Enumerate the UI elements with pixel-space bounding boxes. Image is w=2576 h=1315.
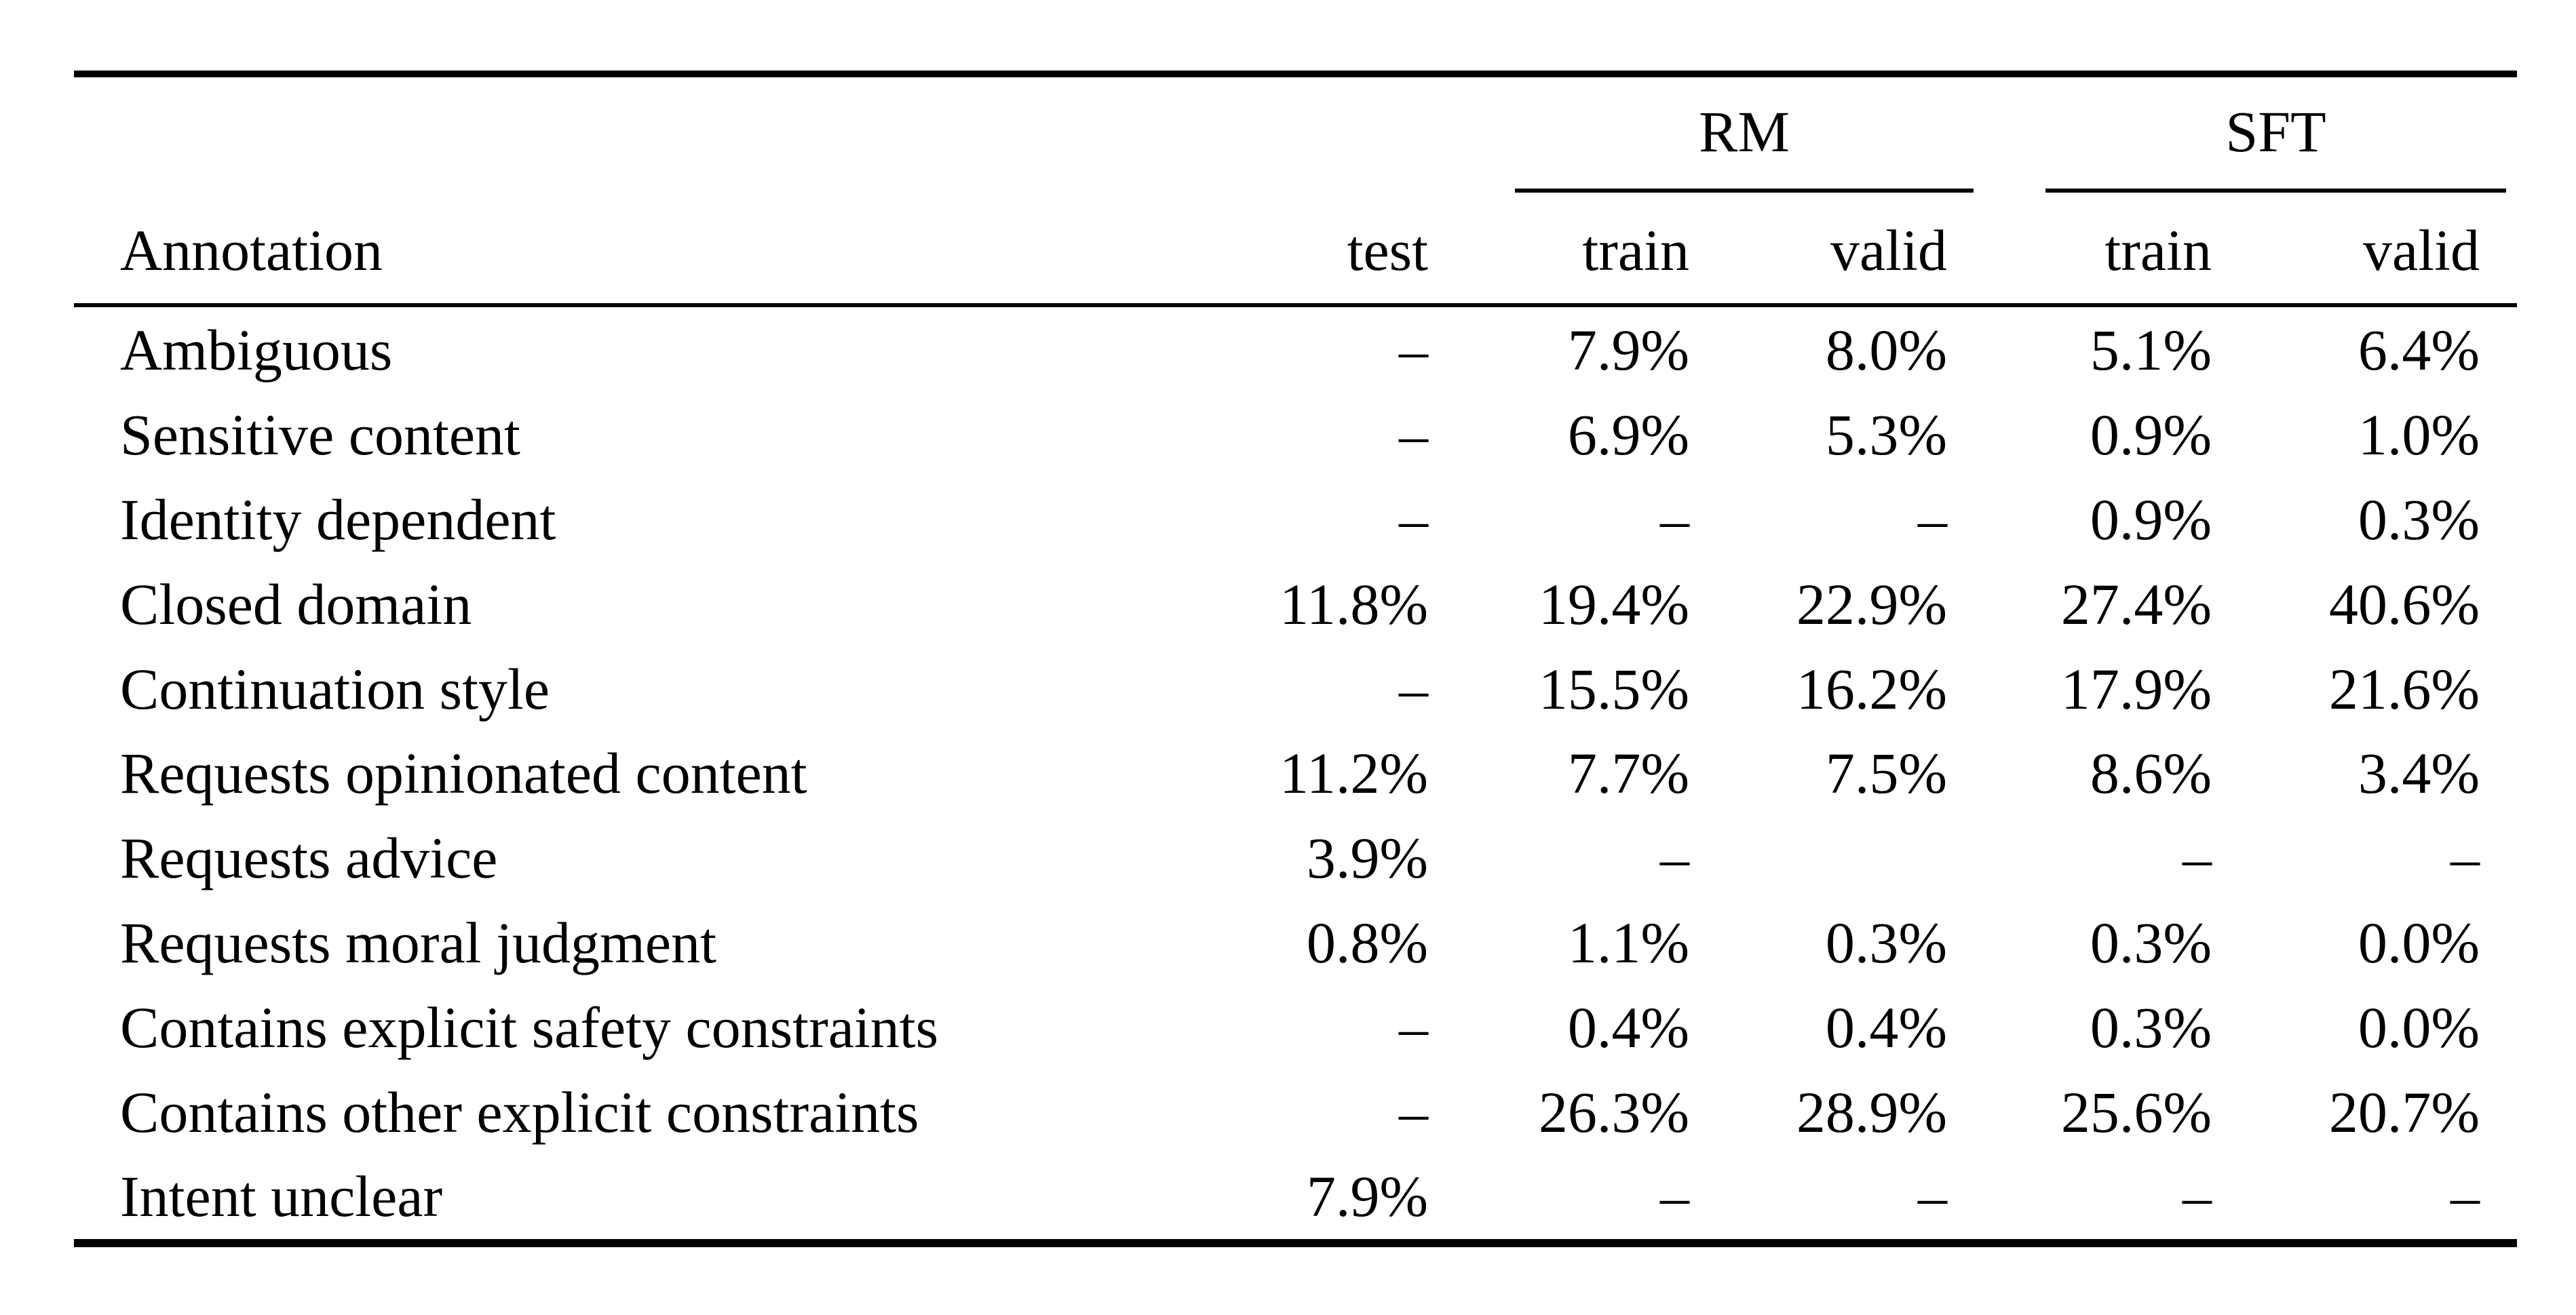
cell-rm-valid <box>1689 816 1947 901</box>
table-row: Contains explicit safety constraints – 0… <box>74 985 2517 1069</box>
group-label-sft: SFT <box>2225 99 2326 164</box>
data-table: RM SFT Annotation test train valid train… <box>74 71 2517 1239</box>
row-label: Contains explicit safety constraints <box>120 994 939 1060</box>
bottom-rule <box>74 1239 2517 1247</box>
col-header-rm-valid: valid <box>1830 218 1947 283</box>
cell-sft-train: 0.9% <box>2090 402 2212 468</box>
table-row: Continuation style – 15.5% 16.2% 17.9% 2… <box>74 646 2517 731</box>
mid-rule <box>74 303 2517 307</box>
cell-test: – <box>1399 994 1428 1060</box>
row-label: Requests moral judgment <box>120 909 716 975</box>
annotation-frequency-table: RM SFT Annotation test train valid train… <box>74 71 2517 1248</box>
cell-rm-train: 15.5% <box>1538 656 1689 722</box>
top-rule <box>74 71 2517 77</box>
table-row: Requests opinionated content 11.2% 7.7% … <box>74 731 2517 816</box>
cell-sft-train: 0.3% <box>2090 994 2212 1060</box>
table-row: Identity dependent – – – 0.9% 0.3% <box>74 477 2517 562</box>
col-header-rm-train: train <box>1582 218 1689 283</box>
cell-sft-train: 8.6% <box>2090 741 2212 806</box>
group-header-spacer <box>74 71 1428 193</box>
table-row: Requests moral judgment 0.8% 1.1% 0.3% 0… <box>74 901 2517 985</box>
cell-rm-valid: 28.9% <box>1796 1079 1947 1145</box>
cell-sft-valid: – <box>2450 825 2480 891</box>
cell-rm-valid: 0.3% <box>1825 909 1947 975</box>
cell-rm-train: 7.9% <box>1567 317 1689 383</box>
cell-rm-train: 6.9% <box>1567 402 1689 468</box>
sft-group-rule <box>2045 189 2507 193</box>
table-row: Requests advice 3.9% – – – <box>74 816 2517 901</box>
cell-sft-valid: 0.3% <box>2358 486 2480 552</box>
cell-sft-valid: 0.0% <box>2358 909 2480 975</box>
rm-group-rule <box>1515 189 1974 193</box>
col-header-sft-train: train <box>2104 218 2212 283</box>
row-label: Sensitive content <box>120 402 520 468</box>
cell-rm-train: 19.4% <box>1538 571 1689 637</box>
cell-rm-valid: 16.2% <box>1796 656 1947 722</box>
cell-sft-train: 5.1% <box>2090 317 2212 383</box>
cell-test: – <box>1399 656 1428 722</box>
cell-test: 11.8% <box>1280 571 1428 637</box>
row-label: Continuation style <box>120 656 550 722</box>
table-row: Ambiguous – 7.9% 8.0% 5.1% 6.4% <box>74 308 2517 393</box>
cell-sft-valid: 20.7% <box>2328 1079 2480 1145</box>
cell-rm-valid: 7.5% <box>1825 741 1947 806</box>
cell-sft-train: 0.3% <box>2090 909 2212 975</box>
table-row: Contains other explicit constraints – 26… <box>74 1069 2517 1154</box>
cell-rm-valid: 0.4% <box>1825 994 1947 1060</box>
cell-sft-train: 27.4% <box>2060 571 2212 637</box>
cell-rm-valid: – <box>1918 486 1947 552</box>
col-header-sft-valid: valid <box>2363 218 2480 283</box>
row-label: Requests advice <box>120 825 498 891</box>
cell-rm-valid: 5.3% <box>1825 402 1947 468</box>
table-row: Sensitive content – 6.9% 5.3% 0.9% 1.0% <box>74 393 2517 477</box>
cell-sft-train: 0.9% <box>2090 486 2212 552</box>
cell-test: 0.8% <box>1306 909 1428 975</box>
row-label: Intent unclear <box>120 1164 443 1230</box>
cell-sft-valid: – <box>2450 1164 2480 1230</box>
col-header-annotation: Annotation <box>120 218 383 283</box>
cell-sft-valid: 0.0% <box>2358 994 2480 1060</box>
cell-sft-train: – <box>2183 1164 2212 1230</box>
cell-rm-train: 1.1% <box>1567 909 1689 975</box>
cell-sft-valid: 21.6% <box>2328 656 2480 722</box>
row-label: Requests opinionated content <box>120 741 807 806</box>
group-header-sft: SFT <box>1947 71 2517 193</box>
cell-rm-train: 0.4% <box>1567 994 1689 1060</box>
cell-test: 3.9% <box>1306 825 1428 891</box>
cell-rm-train: 26.3% <box>1538 1079 1689 1145</box>
cell-rm-valid: 8.0% <box>1825 317 1947 383</box>
cell-sft-valid: 40.6% <box>2328 571 2480 637</box>
row-label: Contains other explicit constraints <box>120 1079 919 1145</box>
cell-test: 11.2% <box>1280 741 1428 806</box>
group-label-rm: RM <box>1699 99 1790 164</box>
table-row: Intent unclear 7.9% – – – – <box>74 1154 2517 1239</box>
column-header-row: Annotation test train valid train valid <box>74 193 2517 308</box>
cell-rm-train: – <box>1660 486 1689 552</box>
cell-sft-train: – <box>2183 825 2212 891</box>
cell-rm-valid: – <box>1918 1164 1947 1230</box>
cell-test: 7.9% <box>1306 1164 1428 1230</box>
cell-sft-train: 17.9% <box>2060 656 2212 722</box>
cell-test: – <box>1399 402 1428 468</box>
col-header-test: test <box>1347 218 1428 283</box>
cell-rm-train: – <box>1660 825 1689 891</box>
row-label: Ambiguous <box>120 317 393 383</box>
cell-rm-train: – <box>1660 1164 1689 1230</box>
cell-test: – <box>1399 317 1428 383</box>
row-label: Closed domain <box>120 571 472 637</box>
cell-sft-train: 25.6% <box>2060 1079 2212 1145</box>
cell-rm-train: 7.7% <box>1567 741 1689 806</box>
cell-sft-valid: 1.0% <box>2358 402 2480 468</box>
cell-sft-valid: 3.4% <box>2358 741 2480 806</box>
group-header-row: RM SFT <box>74 71 2517 193</box>
cell-test: – <box>1399 1079 1428 1145</box>
group-header-rm: RM <box>1428 71 1974 193</box>
row-label: Identity dependent <box>120 486 556 552</box>
cell-test: – <box>1399 486 1428 552</box>
cell-rm-valid: 22.9% <box>1796 571 1947 637</box>
table-row: Closed domain 11.8% 19.4% 22.9% 27.4% 40… <box>74 562 2517 646</box>
cell-sft-valid: 6.4% <box>2358 317 2480 383</box>
